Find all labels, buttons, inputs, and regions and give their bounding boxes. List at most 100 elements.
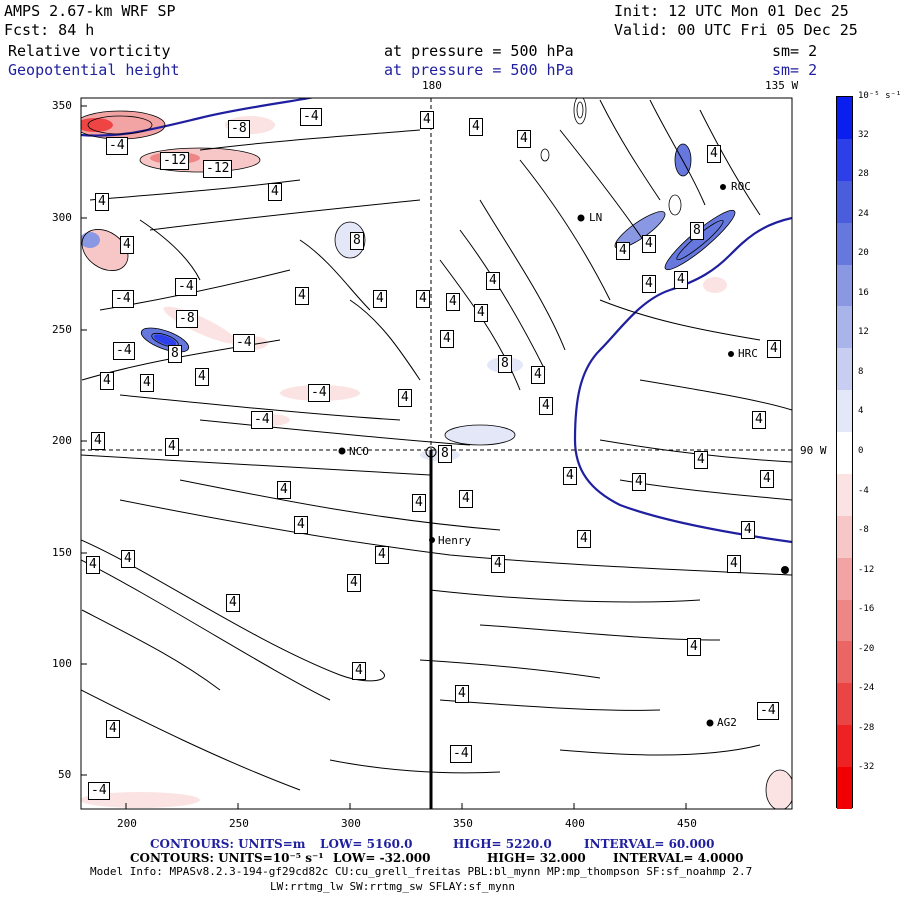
contour-label: 4 [491, 555, 505, 573]
contour-label: 4 [632, 473, 646, 491]
contour-label: 4 [531, 366, 545, 384]
colorbar-label: -12 [858, 564, 875, 575]
contour-label: 4 [474, 304, 488, 322]
station-nco: NCO [349, 445, 369, 458]
contour-label: 4 [563, 467, 577, 485]
vorticity-contour-units: CONTOURS: UNITS=10⁻⁵ s⁻¹ [130, 851, 324, 865]
colorbar-segment [837, 557, 852, 600]
colorbar-segment [837, 348, 852, 391]
x-tick: 450 [677, 817, 697, 830]
contour-label: -12 [160, 152, 190, 170]
contour-label: 4 [100, 372, 114, 390]
contour-label: 4 [727, 555, 741, 573]
contour-label: -4 [113, 342, 135, 360]
meridian-135w-label: 135 W [765, 79, 799, 92]
contour-label: 4 [486, 272, 500, 290]
height-contour-interval: INTERVAL= 60.000 [584, 837, 715, 851]
vorticity-contour-low: LOW= -32.000 [333, 851, 431, 865]
contour-label: -4 [112, 290, 134, 308]
contour-label: 4 [120, 236, 134, 254]
colorbar-label: -4 [858, 485, 869, 496]
contour-label: 4 [687, 638, 701, 656]
station-ln: LN [589, 211, 603, 224]
contour-label: 4 [517, 130, 531, 148]
vorticity-contour-high: HIGH= 32.000 [487, 851, 586, 865]
field1-smoothing: sm= 2 [772, 42, 818, 60]
height-contour-units: CONTOURS: UNITS=m [150, 837, 306, 851]
contour-label: 4 [455, 685, 469, 703]
colorbar-segment [837, 306, 852, 349]
parallel-90w-label: 90 W [800, 444, 827, 457]
contour-label: 8 [168, 345, 182, 363]
vorticity-contour-interval: INTERVAL= 4.0000 [613, 851, 744, 865]
contour-label: 4 [121, 550, 135, 568]
colorbar-label: 0 [858, 446, 864, 456]
contour-label: -4 [308, 384, 330, 402]
height-contour-high: HIGH= 5220.0 [453, 837, 552, 851]
contour-label: 8 [690, 222, 704, 240]
contour-label: 4 [642, 235, 656, 253]
contour-label: 8 [350, 232, 364, 250]
station-hrc: HRC [738, 347, 758, 360]
contour-label: 4 [577, 530, 591, 548]
colorbar-segment [837, 473, 852, 516]
field2-smoothing: sm= 2 [772, 61, 818, 79]
colorbar-label: 12 [858, 327, 869, 338]
colorbar-segment [837, 264, 852, 307]
colorbar-label: -16 [858, 604, 875, 615]
y-tick: 300 [52, 211, 72, 224]
contour-label: 4 [767, 340, 781, 358]
contour-label: 4 [106, 720, 120, 738]
colorbar-label: 28 [858, 169, 869, 180]
colorbar-label: 4 [858, 406, 864, 417]
colorbar-segment [837, 222, 852, 265]
contour-label: 4 [375, 546, 389, 564]
contour-label: 4 [268, 183, 282, 201]
colorbar-label: -8 [858, 525, 869, 536]
contour-label: 4 [277, 481, 291, 499]
contour-label: 4 [420, 111, 434, 129]
colorbar-label: -32 [858, 762, 875, 773]
contour-label: 4 [195, 368, 209, 386]
x-tick: 350 [453, 817, 473, 830]
valid-time: Valid: 00 UTC Fri 05 Dec 25 [614, 21, 858, 39]
colorbar-segment [837, 599, 852, 642]
height-contour-low: LOW= 5160.0 [320, 837, 413, 851]
station-henry: Henry [438, 534, 472, 547]
contour-label: -4 [88, 782, 110, 800]
contour-label: 4 [412, 494, 426, 512]
colorbar-segment [837, 767, 852, 809]
station-roc: ROC [731, 180, 751, 193]
contour-label: 4 [91, 432, 105, 450]
x-tick: 400 [565, 817, 585, 830]
colorbar-units: 10⁻⁵ s⁻¹ [858, 91, 900, 101]
contour-label: 4 [616, 242, 630, 260]
y-tick: 200 [52, 434, 72, 447]
x-tick: 250 [229, 817, 249, 830]
contour-label: 4 [707, 145, 721, 163]
contour-label: -4 [106, 137, 128, 155]
colorbar-label: 24 [858, 208, 869, 219]
y-tick: 100 [52, 657, 72, 670]
colorbar-segment [837, 515, 852, 558]
contour-label: 4 [440, 330, 454, 348]
colorbar-segment [837, 390, 852, 432]
station-ag2: AG2 [717, 716, 737, 729]
contour-label: 4 [642, 275, 656, 293]
x-tick: 200 [117, 817, 137, 830]
colorbar-label: 20 [858, 248, 869, 259]
forecast-hour: Fcst: 84 h [4, 21, 95, 39]
station-markers [338, 184, 789, 727]
colorbar-label: -28 [858, 722, 875, 733]
contour-label: 4 [373, 290, 387, 308]
contour-label: 4 [752, 411, 766, 429]
y-tick: 150 [52, 546, 72, 559]
contour-label: 4 [398, 389, 412, 407]
field2-name: Geopotential height [8, 61, 180, 79]
contour-label: 4 [352, 662, 366, 680]
y-tick: 50 [58, 768, 72, 781]
colorbar-label: -20 [858, 643, 875, 654]
model-title: AMPS 2.67-km WRF SP [4, 2, 176, 20]
contour-label: -8 [176, 310, 198, 328]
contour-label: 4 [347, 574, 361, 592]
